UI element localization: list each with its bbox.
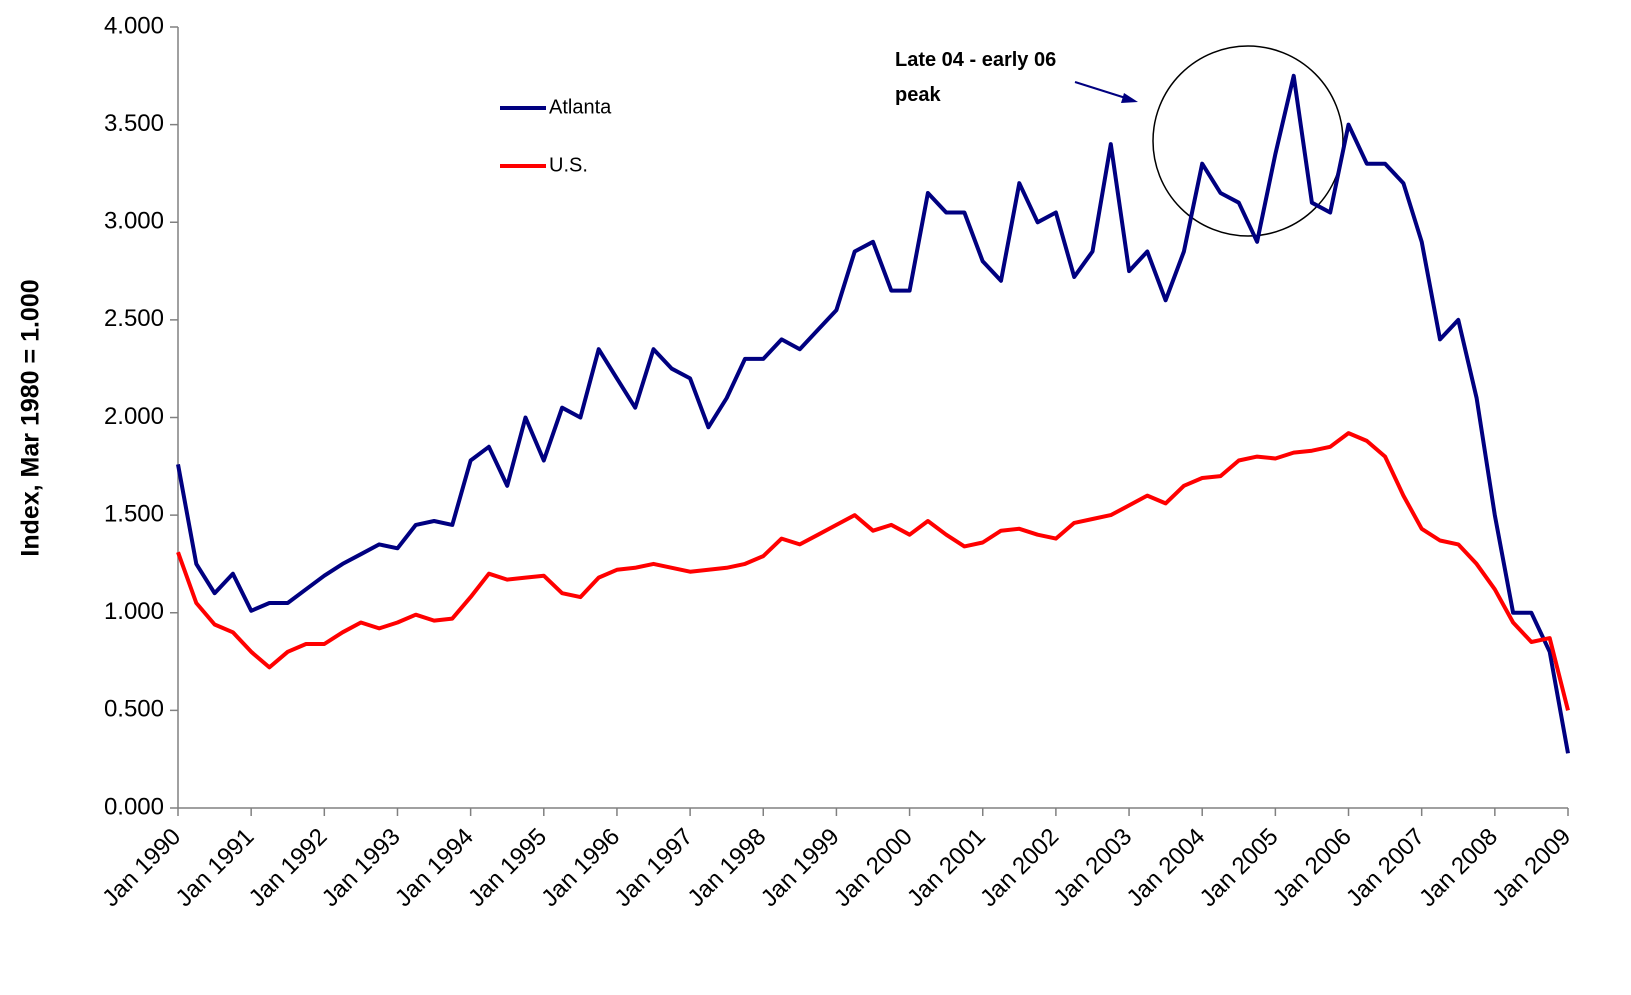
legend-label: U.S. [549, 154, 588, 176]
x-tick-label: Jan 1997 [609, 823, 698, 912]
x-tick-label: Jan 1995 [463, 823, 552, 912]
y-tick-label: 1.500 [104, 500, 164, 527]
x-tick-label: Jan 2007 [1341, 823, 1430, 912]
legend-label: Atlanta [549, 96, 612, 118]
y-tick-label: 3.000 [104, 208, 164, 235]
x-tick-label: Jan 2004 [1122, 823, 1211, 912]
y-tick-label: 0.500 [104, 696, 164, 723]
annotation-arrow [1074, 81, 1133, 101]
x-tick-label: Jan 2000 [829, 823, 918, 912]
x-tick-label: Jan 2008 [1414, 823, 1503, 912]
annotation: Late 04 - early 06 [895, 49, 1056, 71]
y-tick-label: 3.500 [104, 110, 164, 137]
series-line [176, 73, 1570, 754]
highlight-circle [1152, 45, 1344, 237]
x-tick-label: Jan 1991 [170, 823, 259, 912]
y-tick-label: 2.500 [104, 305, 164, 332]
x-tick-label: Jan 2006 [1268, 823, 1357, 912]
x-tick-label: Jan 1990 [97, 823, 186, 912]
x-tick-label: Jan 2002 [975, 823, 1064, 912]
x-tick-label: Jan 2003 [1048, 823, 1137, 912]
x-tick-label: Jan 1999 [756, 823, 845, 912]
annotation: peak [895, 84, 941, 106]
x-tick-label: Jan 2009 [1487, 823, 1576, 912]
y-axis-label: Index, Mar 1980 = 1.000 [17, 279, 45, 556]
x-tick-label: Jan 1992 [244, 823, 333, 912]
arrow-head [1121, 93, 1138, 103]
x-tick-label: Jan 1996 [536, 823, 625, 912]
y-tick-label: 0.000 [104, 793, 164, 820]
x-tick-label: Jan 1998 [683, 823, 772, 912]
series-line [176, 431, 1570, 711]
y-tick-label: 2.000 [104, 403, 164, 430]
x-tick-label: Jan 2001 [902, 823, 991, 912]
y-tick-label: 4.000 [104, 12, 164, 39]
y-tick-label: 1.000 [104, 598, 164, 625]
x-tick-label: Jan 1994 [390, 823, 479, 912]
x-tick-label: Jan 2005 [1195, 823, 1284, 912]
x-tick-label: Jan 1993 [317, 823, 406, 912]
